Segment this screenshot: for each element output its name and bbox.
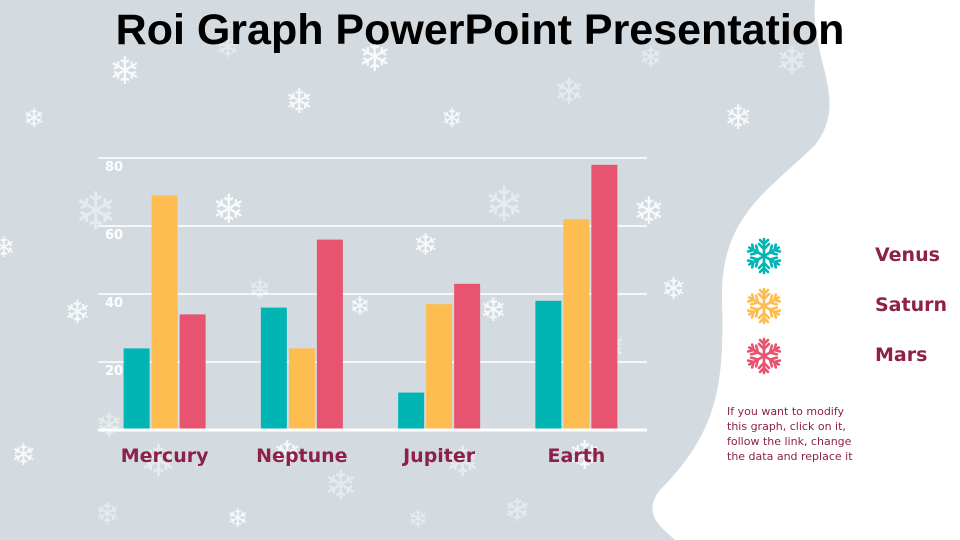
gridlines <box>98 157 647 363</box>
bar-mars-earth[interactable] <box>591 164 618 431</box>
category-label-mercury: Mercury <box>121 445 209 467</box>
modify-graph-note: If you want to modify this graph, click … <box>727 405 853 463</box>
snowflake-icon <box>746 337 782 375</box>
y-tick-label: 40 <box>105 296 123 311</box>
legend-label-mars: Mars <box>875 344 928 366</box>
legend-item-saturn: Saturn <box>742 284 952 328</box>
category-label-earth: Earth <box>547 445 605 467</box>
y-tick-label: 60 <box>105 228 123 243</box>
y-tick-labels: 20 40 60 80 <box>105 160 123 379</box>
bar-saturn-neptune[interactable] <box>288 348 315 430</box>
bar-saturn-jupiter[interactable] <box>426 304 453 430</box>
bar-mars-jupiter[interactable] <box>454 283 481 430</box>
bar-saturn-earth[interactable] <box>563 219 590 430</box>
bar-venus-mercury[interactable] <box>123 348 150 430</box>
bar-venus-earth[interactable] <box>535 300 562 430</box>
category-labels: Mercury Neptune Jupiter Earth <box>121 445 606 467</box>
bar-venus-jupiter[interactable] <box>398 392 425 430</box>
legend-item-venus: Venus <box>742 234 952 278</box>
legend-label-saturn: Saturn <box>875 294 948 316</box>
legend-item-mars: Mars <box>742 334 952 378</box>
bars <box>123 164 618 431</box>
category-label-jupiter: Jupiter <box>401 445 476 467</box>
category-label-neptune: Neptune <box>256 445 347 467</box>
legend-label-venus: Venus <box>875 244 940 266</box>
bar-mars-mercury[interactable] <box>179 314 206 430</box>
snowflake-icon <box>746 237 782 275</box>
snowflake-icon <box>746 287 782 325</box>
y-tick-label: 20 <box>105 364 123 379</box>
slide-title: Roi Graph PowerPoint Presentation <box>115 6 845 54</box>
bar-saturn-mercury[interactable] <box>151 195 178 430</box>
bar-venus-neptune[interactable] <box>260 307 287 430</box>
bar-mars-neptune[interactable] <box>316 239 343 430</box>
y-tick-label: 80 <box>105 160 123 175</box>
